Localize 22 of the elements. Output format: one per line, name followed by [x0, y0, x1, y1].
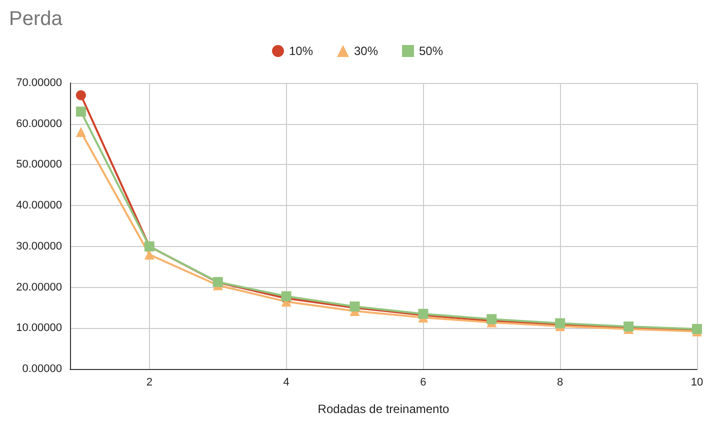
- y-tick-label: 70.00000: [16, 77, 62, 89]
- y-tick-label: 0.00000: [22, 363, 62, 375]
- x-tick-label: 6: [420, 376, 426, 388]
- x-axis-title: Rodadas de treinamento: [318, 402, 450, 416]
- point: [76, 127, 86, 138]
- y-tick-label: 10.00000: [16, 322, 62, 334]
- y-tick-label: 40.00000: [16, 200, 62, 212]
- point: [144, 250, 154, 260]
- y-tick-label: 60.00000: [16, 118, 62, 130]
- legend-label: 10%: [288, 44, 314, 58]
- legend-label: 50%: [419, 44, 444, 58]
- point: [76, 106, 86, 117]
- chart-title: Perda: [9, 8, 64, 30]
- x-tick-label: 8: [557, 376, 564, 388]
- legend-label: 30%: [354, 44, 378, 58]
- y-tick-label: 50.00000: [16, 158, 62, 171]
- x-tick-label: 2: [146, 376, 152, 388]
- point: [76, 90, 86, 100]
- y-tick-label: 20.00000: [16, 281, 62, 294]
- x-tick-label: 10: [690, 376, 704, 388]
- y-tick-label: 30.00000: [16, 240, 62, 252]
- x-tick-label: 4: [283, 376, 290, 388]
